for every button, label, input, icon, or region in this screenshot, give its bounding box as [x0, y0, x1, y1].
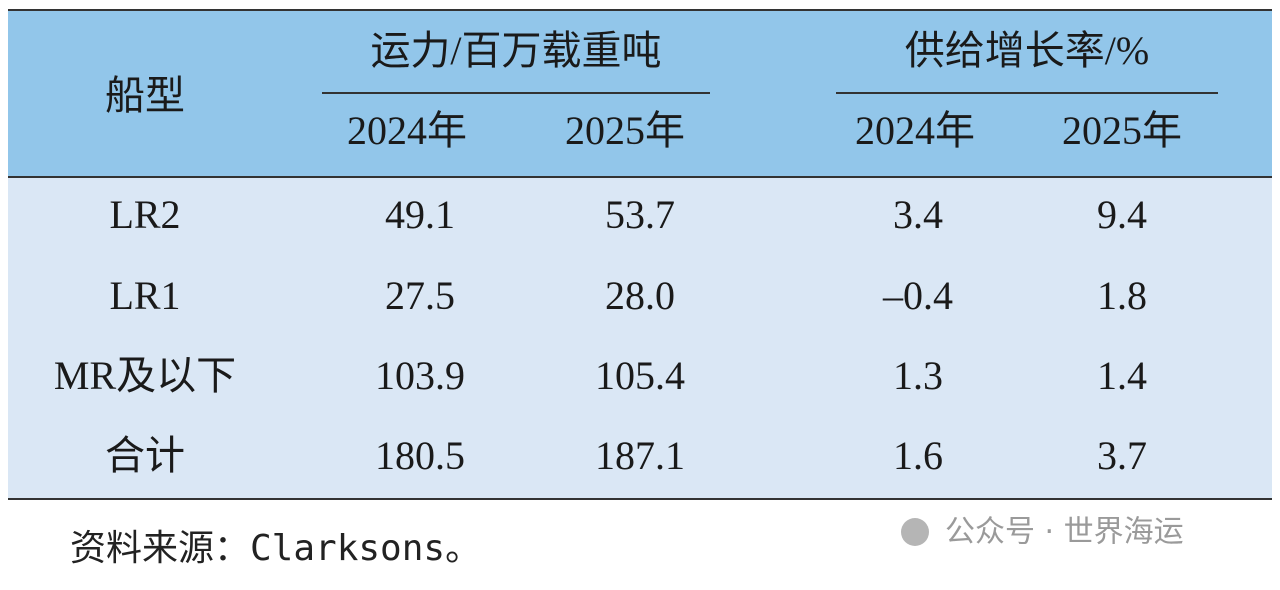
- row-header: 船型: [105, 73, 185, 118]
- column-header: 2024年: [347, 108, 467, 153]
- cell: 103.9: [375, 353, 465, 398]
- column-header: 2025年: [1062, 108, 1182, 153]
- cell: 3.4: [893, 192, 943, 237]
- body-bg: [8, 177, 1272, 499]
- watermark-icon: [901, 518, 929, 546]
- cell: 187.1: [595, 433, 685, 478]
- cell: 1.6: [893, 433, 943, 478]
- cell: –0.4: [882, 273, 953, 318]
- cell: 1.4: [1097, 353, 1147, 398]
- row-label: LR2: [109, 192, 180, 237]
- column-header: 2024年: [855, 108, 975, 153]
- cell: 180.5: [375, 433, 465, 478]
- watermark: 公众号 · 世界海运: [945, 515, 1184, 550]
- group-title: 运力/百万载重吨: [370, 28, 661, 73]
- cell: 9.4: [1097, 192, 1147, 237]
- row-label: MR及以下: [54, 353, 236, 398]
- column-header: 2025年: [565, 108, 685, 153]
- cell: 27.5: [385, 273, 455, 318]
- cell: 28.0: [605, 273, 675, 318]
- row-label: LR1: [109, 273, 180, 318]
- cell: 1.3: [893, 353, 943, 398]
- cell: 49.1: [385, 192, 455, 237]
- cell: 105.4: [595, 353, 685, 398]
- row-label: 合计: [105, 433, 185, 478]
- cell: 3.7: [1097, 433, 1147, 478]
- cell: 1.8: [1097, 273, 1147, 318]
- source-note: 资料来源：Clarksons。: [70, 528, 481, 569]
- group-title: 供给增长率/%: [905, 28, 1149, 73]
- cell: 53.7: [605, 192, 675, 237]
